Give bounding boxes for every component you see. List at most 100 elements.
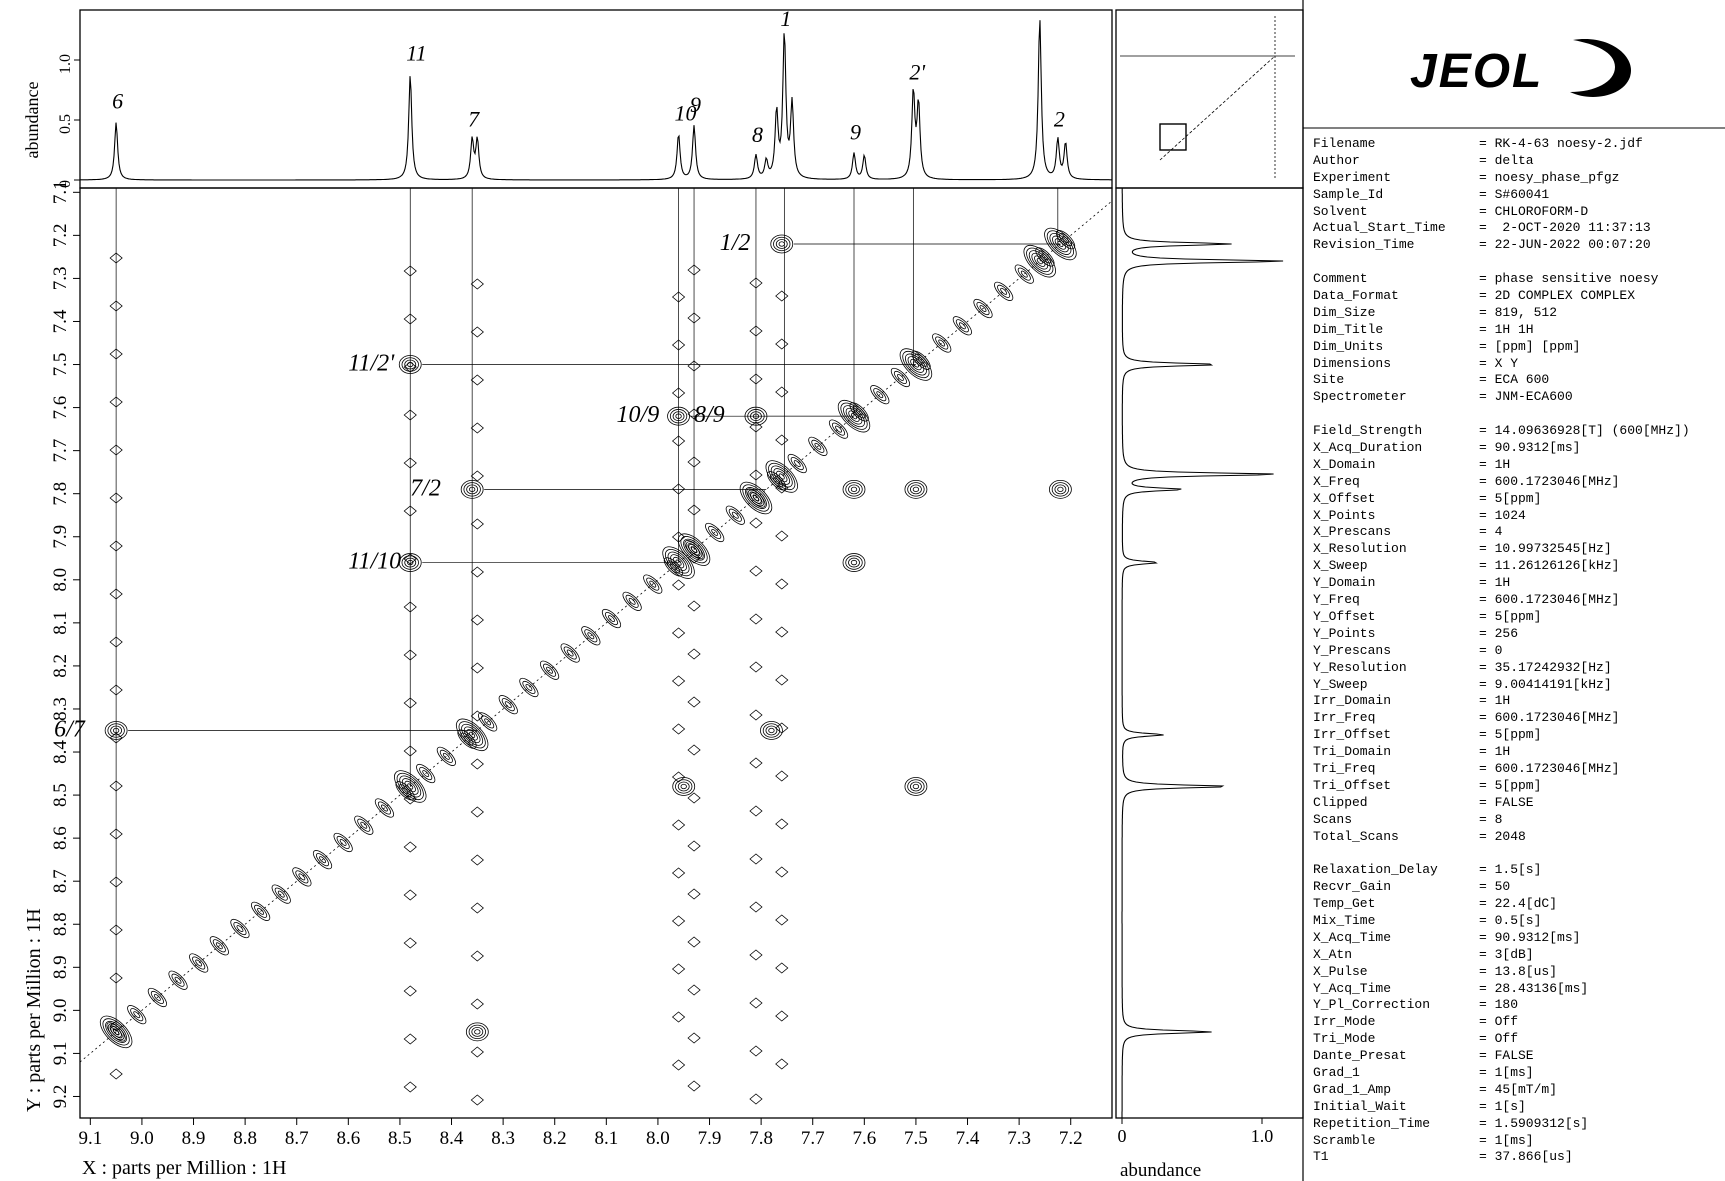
param-row: Mix_Time = 0.5[s] <box>1313 913 1723 930</box>
param-row: Revision_Time = 22-JUN-2022 00:07:20 <box>1313 237 1723 254</box>
param-row: X_Acq_Duration = 90.9312[ms] <box>1313 440 1723 457</box>
x-tick-label-0: 9.1 <box>78 1128 102 1149</box>
diagonal-ridge-897 <box>147 987 167 1008</box>
param-key: Solvent <box>1313 203 1368 219</box>
t1-stripe-4-15 <box>687 984 701 996</box>
t1-stripe-2-5 <box>470 518 484 530</box>
param-key: Dim_Title <box>1313 321 1384 337</box>
t1-stripe-2-0 <box>470 278 484 290</box>
param-key: Tri_Freq <box>1313 760 1376 776</box>
x-tick-label-3: 8.8 <box>233 1128 257 1149</box>
cross-peak-label-3: 7/2 <box>410 475 441 501</box>
t1-stripe-1-9 <box>403 697 417 709</box>
param-key: Tri_Offset <box>1313 777 1392 793</box>
t1-stripe-6-4 <box>775 482 789 494</box>
param-value: = 8 <box>1479 811 1503 827</box>
t1-stripe-0-15 <box>109 972 123 984</box>
top-peak-label-1: 11 <box>406 40 426 65</box>
t1-stripe-0-16 <box>109 1020 123 1032</box>
param-key: Grad_1_Amp <box>1313 1081 1392 1097</box>
t1-stripe-3-14 <box>671 963 686 975</box>
diagonal-ridge-725 <box>1035 247 1055 267</box>
param-row: Initial_Wait = 1[s] <box>1313 1099 1723 1116</box>
param-row: Irr_Freq = 600.1723046[MHz] <box>1313 710 1723 727</box>
param-row: X_Prescans = 4 <box>1313 524 1723 541</box>
diagonal-ridge-785 <box>725 505 745 525</box>
t1-stripe-5-11 <box>749 805 763 817</box>
t1-stripe-3-16 <box>671 1059 686 1071</box>
t1-stripe-0-9 <box>109 684 123 696</box>
cross-peak-5 <box>104 721 128 740</box>
t1-stripe-6-9 <box>775 722 789 734</box>
param-key: X_Freq <box>1313 473 1360 489</box>
param-row: Tri_Offset = 5[ppm] <box>1313 778 1723 795</box>
diagonal-line <box>80 200 1112 1063</box>
top-peak-label-11: 9 <box>850 120 861 145</box>
diagonal-ridge-873 <box>271 884 291 904</box>
t1-stripe-6-6 <box>775 578 789 590</box>
x-tick-label-11: 8.0 <box>646 1128 670 1149</box>
top-axis-tick-label-2: 1.0 <box>57 54 74 74</box>
t1-stripe-3-7 <box>671 627 686 639</box>
param-row: Author = delta <box>1313 153 1723 170</box>
param-key: Y_Points <box>1313 625 1376 641</box>
param-value: = 1H <box>1479 456 1511 472</box>
diagonal-ridge-885 <box>209 936 229 956</box>
param-key: Tri_Mode <box>1313 1031 1376 1047</box>
t1-stripe-4-10 <box>687 744 701 756</box>
param-row: Y_Resolution = 35.17242932[Hz] <box>1313 660 1723 677</box>
y-tick-label-14: 8.5 <box>50 783 71 807</box>
param-key: Tri_Domain <box>1313 744 1392 760</box>
param-row: Y_Freq = 600.1723046[MHz] <box>1313 592 1723 609</box>
param-row: X_Sweep = 11.26126126[kHz] <box>1313 558 1723 575</box>
t1-stripe-0-0 <box>109 252 123 264</box>
t1-stripe-3-2 <box>671 387 686 399</box>
diagonal-ridge-797 <box>663 557 683 577</box>
param-value: = 10.99732545[Hz] <box>1479 541 1612 557</box>
param-row: Actual_Start_Time = 2-OCT-2020 11:37:13 <box>1313 220 1723 237</box>
diagonal-ridge-829 <box>498 695 518 715</box>
t1-stripe-1-3 <box>403 409 417 421</box>
param-value: = 0.5[s] <box>1479 912 1542 928</box>
param-key: Repetition_Time <box>1313 1115 1431 1131</box>
y-axis-label: Y : parts per Million : 1H <box>23 908 45 1112</box>
param-value: = 2D COMPLEX COMPLEX <box>1479 288 1636 304</box>
contour-plot-area: 11/2' 10/9 8/9 7/2 11/10 6/7 1/2 <box>54 188 1112 1106</box>
param-row: Grad_1_Amp = 45[mT/m] <box>1313 1082 1723 1099</box>
param-key: Y_Offset <box>1313 608 1376 624</box>
param-row: T1 = 37.866[us] <box>1313 1149 1723 1166</box>
side-axis-tick-label-1: 1.0 <box>1251 1126 1274 1146</box>
t1-stripe-0-10 <box>109 732 123 744</box>
diagonal-ridge-745 <box>932 333 952 353</box>
t1-stripe-5-9 <box>749 709 763 721</box>
param-row: X_Pulse = 13.8[us] <box>1313 964 1723 981</box>
cross-peak-11 <box>904 777 928 796</box>
t1-stripe-3-5 <box>671 531 686 543</box>
t1-stripe-4-0 <box>687 264 701 276</box>
param-value: = phase sensitive noesy <box>1479 271 1659 287</box>
diagonal-ridge-805 <box>622 591 642 611</box>
t1-stripe-2-16 <box>470 1046 484 1058</box>
x-tick-label-8: 8.3 <box>491 1128 515 1149</box>
cross-peak-label-1: 10/9 <box>617 402 660 428</box>
param-key: Author <box>1313 152 1360 168</box>
y-tick-label-20: 9.1 <box>50 1042 71 1066</box>
x-tick-label-19: 7.2 <box>1059 1128 1083 1149</box>
x-tick-label-7: 8.4 <box>440 1128 464 1149</box>
param-row: X_Domain = 1H <box>1313 457 1723 474</box>
param-row: Dim_Units = [ppm] [ppm] <box>1313 339 1723 356</box>
y-tick-label-2: 7.3 <box>50 267 71 291</box>
t1-stripe-3-13 <box>671 915 686 927</box>
cross-peak-1 <box>667 406 690 426</box>
t1-stripe-5-17 <box>749 1093 763 1105</box>
param-value: = 0 <box>1479 642 1503 658</box>
t1-stripe-1-7 <box>403 601 417 613</box>
param-value: = 5[ppm] <box>1479 490 1542 506</box>
param-row: Comment = phase sensitive noesy <box>1313 271 1723 288</box>
param-key: Y_Acq_Time <box>1313 980 1392 996</box>
y-tick-label-8: 7.9 <box>50 525 71 549</box>
param-value: = ECA 600 <box>1479 372 1550 388</box>
t1-stripe-4-7 <box>687 600 701 612</box>
y-tick-label-19: 9.0 <box>50 998 71 1022</box>
